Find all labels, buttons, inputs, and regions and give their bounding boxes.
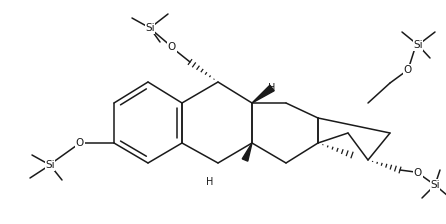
Text: O: O xyxy=(404,65,412,75)
Text: Si: Si xyxy=(413,40,423,50)
Text: O: O xyxy=(76,138,84,148)
Text: H: H xyxy=(268,83,276,93)
Text: H: H xyxy=(206,177,214,187)
Text: Si: Si xyxy=(430,180,440,190)
Text: Si: Si xyxy=(45,160,55,170)
Polygon shape xyxy=(242,143,252,161)
Polygon shape xyxy=(252,85,274,103)
Text: O: O xyxy=(168,42,176,52)
Text: O: O xyxy=(414,168,422,178)
Text: Si: Si xyxy=(145,23,155,33)
